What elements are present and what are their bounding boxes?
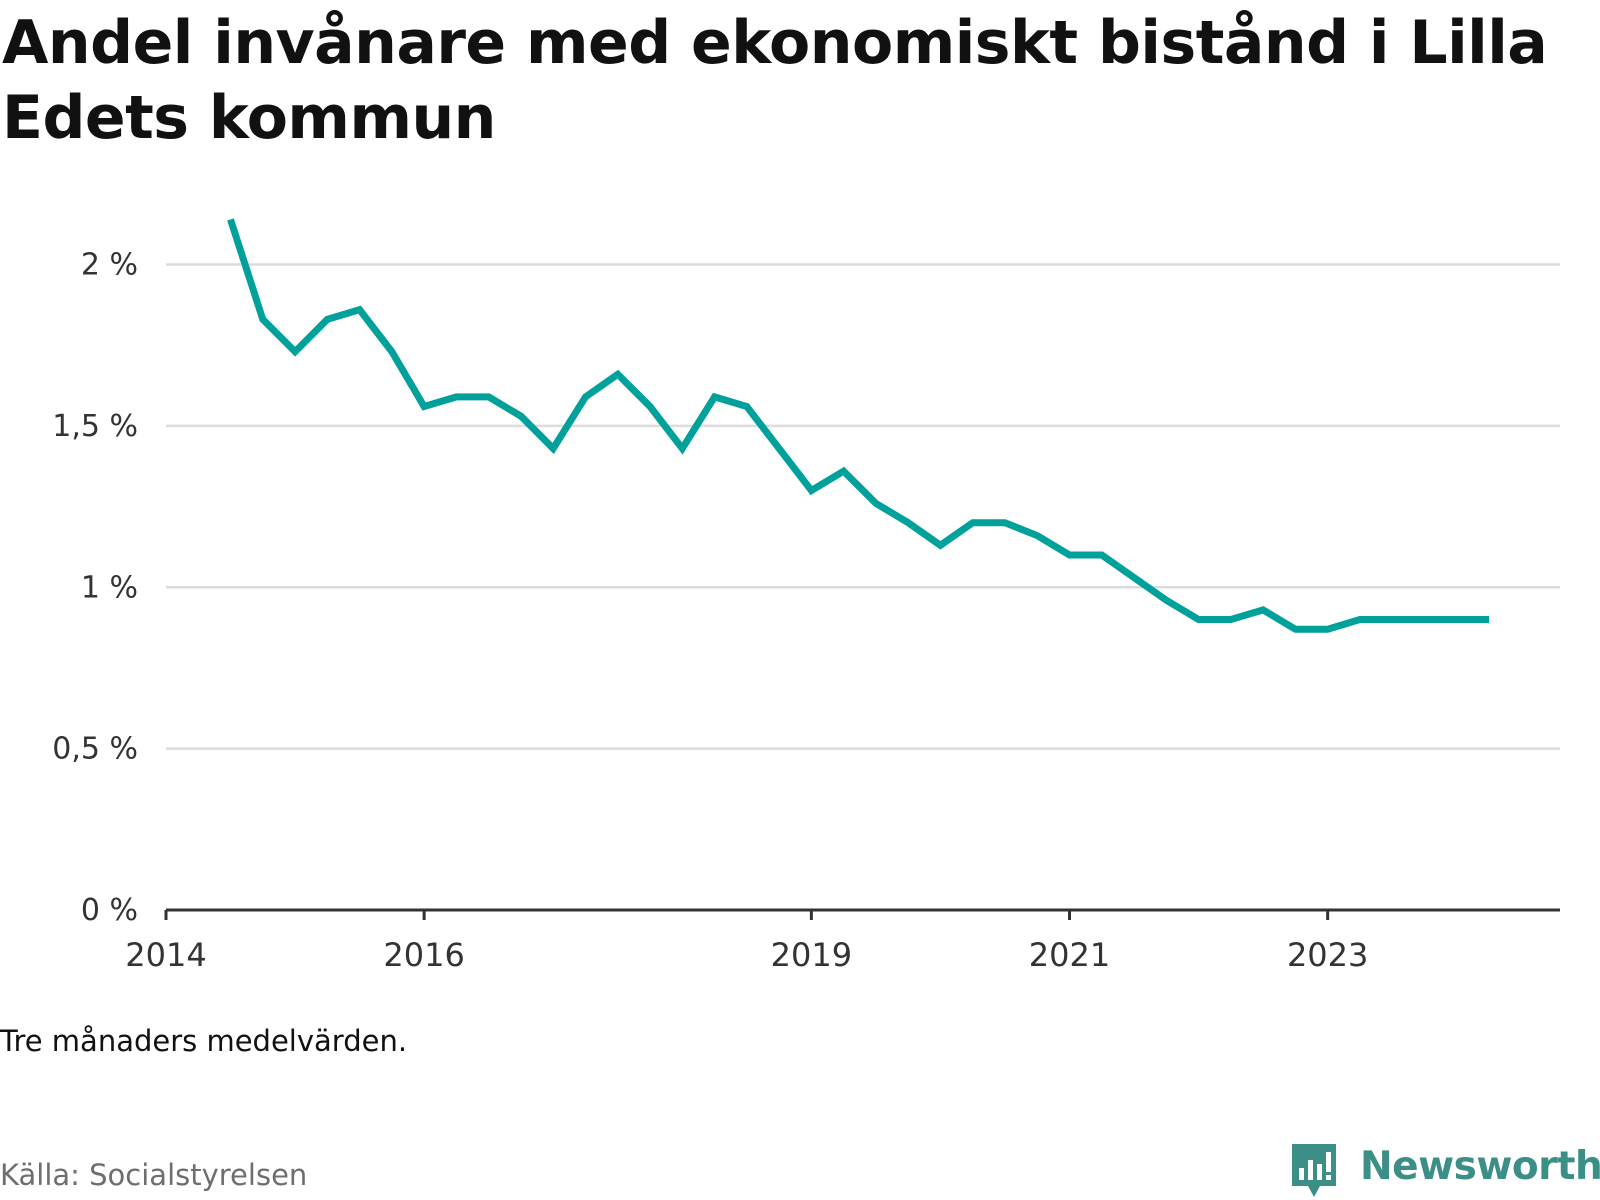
newsworthy-logo-icon (1292, 1144, 1336, 1197)
brand-logo: Newsworthy (1289, 1140, 1600, 1200)
line-chart: 0 % 0,5 % 1 % 1,5 % 2 % 2014 2016 2019 2021 2023 (52, 218, 1560, 974)
x-tick-label: 2014 (125, 936, 206, 974)
chart-source: Källa: Socialstyrelsen (0, 1158, 308, 1192)
x-tick-label: 2023 (1287, 936, 1368, 974)
x-tick-label: 2019 (771, 936, 852, 974)
x-axis: 2014 2016 2019 2021 2023 (125, 908, 1560, 974)
brand-name: Newsworthy (1360, 1144, 1600, 1189)
y-tick-label: 1 % (81, 570, 138, 605)
x-tick-label: 2016 (383, 936, 464, 974)
y-tick-label: 0,5 % (52, 732, 138, 767)
chart-note: Tre månaders medelvärden. (0, 1024, 408, 1058)
chart-title: Andel invånare med ekonomiskt bistånd i … (2, 8, 1548, 153)
series-lines (227, 218, 1489, 633)
y-axis-ticks: 0 % 0,5 % 1 % 1,5 % 2 % (52, 248, 138, 928)
y-tick-label: 0 % (81, 893, 138, 928)
y-tick-label: 1,5 % (52, 409, 138, 444)
series-line (227, 218, 1489, 633)
x-tick-label: 2021 (1029, 936, 1110, 974)
gridlines (166, 263, 1560, 750)
y-tick-label: 2 % (81, 248, 138, 283)
